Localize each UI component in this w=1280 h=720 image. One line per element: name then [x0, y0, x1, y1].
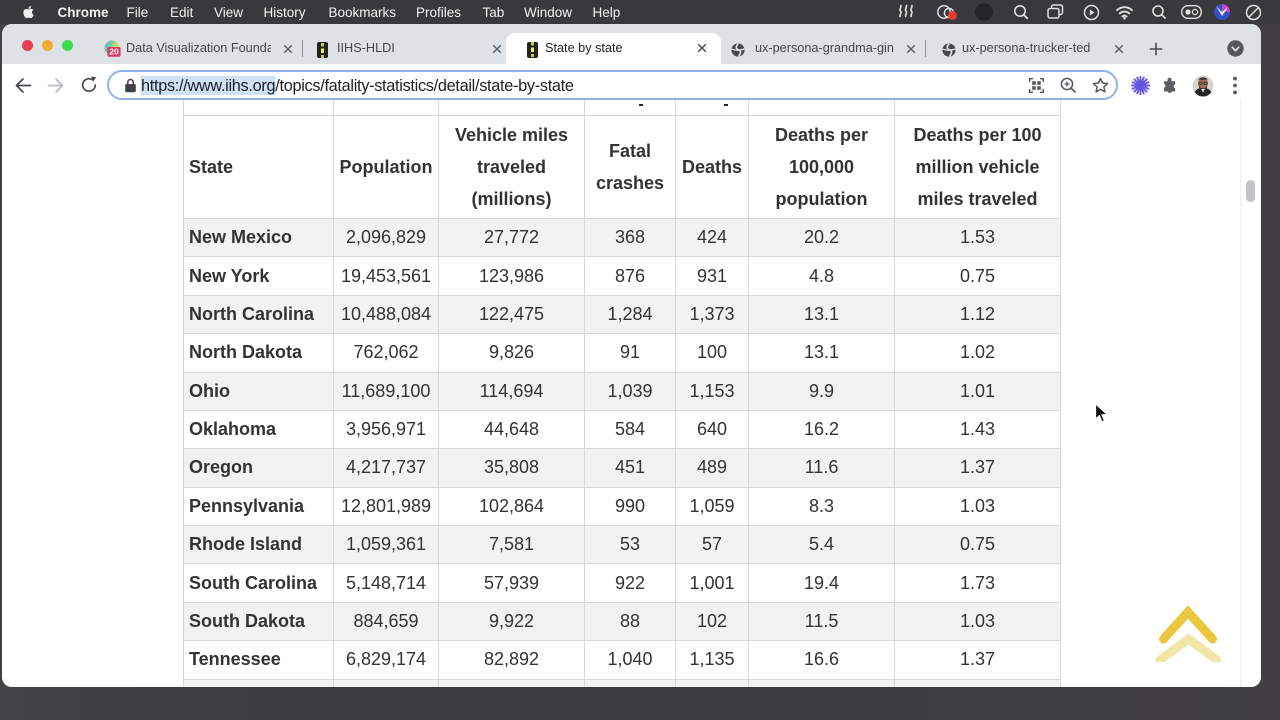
- svg-text:20: 20: [109, 47, 119, 57]
